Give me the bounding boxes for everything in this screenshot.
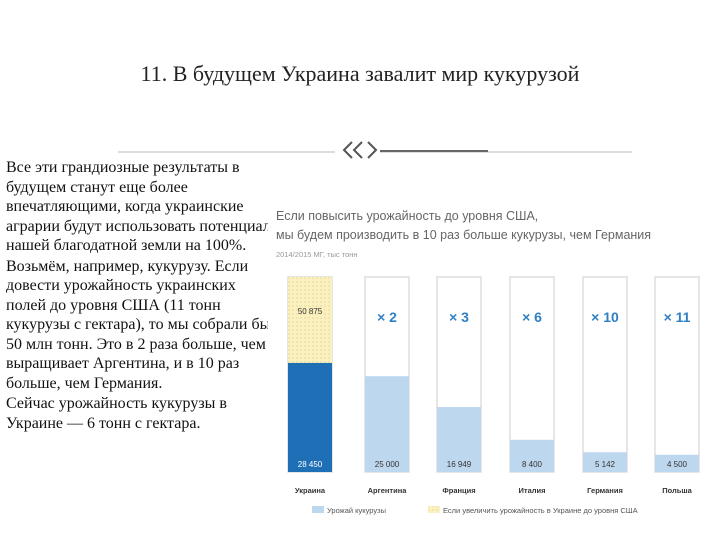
bar: [510, 439, 554, 472]
x-tick-label: Германия: [587, 486, 623, 495]
paragraph: Возьмём, например, кукурузу. Если довест…: [6, 257, 271, 392]
multiplier: × 10: [591, 309, 619, 325]
legend-label: Если увеличить урожайность в Украине до …: [443, 506, 638, 515]
bar: [583, 452, 627, 472]
body-text: Все эти грандиозные результаты в будущем…: [6, 158, 278, 434]
x-tick-label: Франция: [442, 486, 475, 495]
column-frame: [654, 276, 700, 473]
bar: [437, 407, 481, 472]
chart-title: Если повысить урожайность до уровня США,…: [276, 209, 651, 242]
value-label: 5 142: [595, 460, 616, 469]
chart-subtitle: 2014/2015 МГ, тыс тонн: [276, 250, 358, 259]
value-label: 8 400: [522, 460, 543, 469]
multiplier: × 11: [664, 309, 691, 325]
legend-swatch: [428, 506, 440, 513]
value-label: 25 000: [375, 460, 400, 469]
x-tick-label: Италия: [519, 486, 546, 495]
slide-title: 11. В будущем Украина завалит мир кукуру…: [140, 61, 580, 86]
bar: [365, 376, 409, 472]
value-label: 16 949: [447, 460, 472, 469]
column-frame: [509, 276, 555, 473]
value-label: 28 450: [298, 460, 323, 469]
multiplier: × 6: [522, 309, 542, 325]
potential-label: 50 875: [298, 307, 323, 316]
chart: Если повысить урожайность до уровня США,…: [268, 205, 720, 520]
paragraph: Сейчас урожайность кукурузы в Украине — …: [6, 395, 227, 432]
paragraph: Все эти грандиозные результаты в будущем…: [6, 159, 271, 254]
x-tick-label: Аргентина: [368, 486, 408, 495]
value-label: 4 500: [667, 460, 688, 469]
column-frame: [582, 276, 628, 473]
x-tick-label: Украина: [295, 486, 326, 495]
x-tick-label: Польша: [662, 486, 692, 495]
multiplier: × 2: [377, 309, 397, 325]
bar: [288, 362, 332, 472]
multiplier: × 3: [449, 309, 469, 325]
legend-swatch: [312, 506, 324, 513]
bar: [655, 454, 699, 472]
legend-label: Урожай кукурузы: [327, 506, 386, 515]
